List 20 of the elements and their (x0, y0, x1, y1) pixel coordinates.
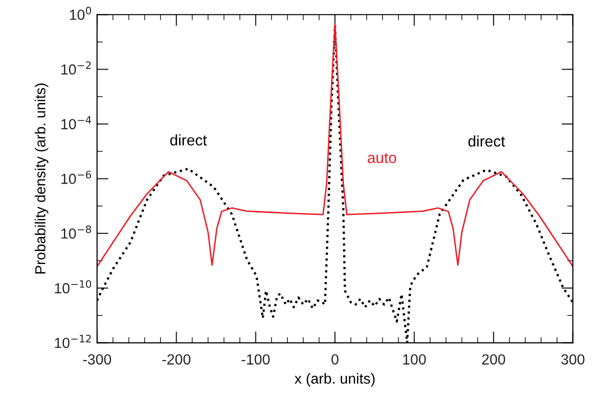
y-tick-label: 10$^{−10}$ (54, 280, 92, 294)
text: direct (468, 135, 505, 147)
x-tick-label: -300 (83, 354, 112, 365)
x-axis-title: x (arb. units) (294, 373, 375, 387)
x-tick-label: 200 (482, 354, 506, 365)
y-tick-label: 10$^{−4}$ (61, 116, 92, 130)
x-tick-label: 100 (403, 354, 426, 365)
series-label: direct (170, 134, 207, 146)
y-tick-label: 10$^{−8}$ (61, 225, 91, 239)
y-tick-label: 10$^{−12}$ (54, 334, 91, 348)
x-tick-label: -200 (162, 354, 190, 365)
x-tick-label: 300 (561, 354, 584, 365)
y-axis-title: Probability density (arb. units) (34, 84, 48, 274)
line-series (97, 23, 573, 268)
y-tick-label: 10$^{−2}$ (61, 61, 91, 75)
series-label: auto (368, 153, 396, 164)
x-tick-label: -100 (242, 354, 270, 365)
x-tick-label: 0 (331, 354, 338, 365)
y-tick-label: 10$^{0}$ (70, 6, 92, 20)
y-tick-label: 10$^{−6}$ (61, 170, 92, 184)
